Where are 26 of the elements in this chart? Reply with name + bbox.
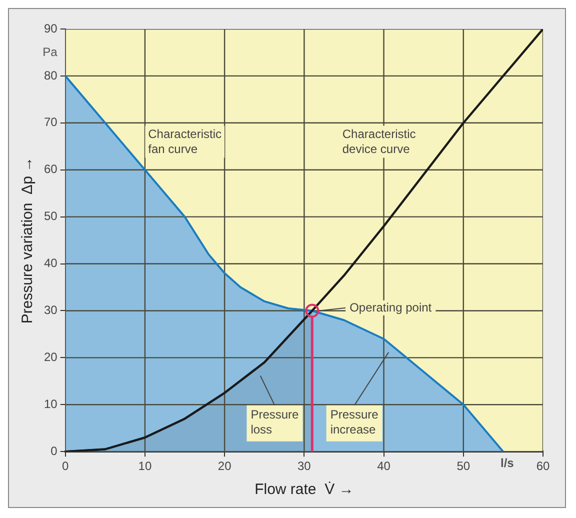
y-axis-title: Pressure variation Δp → xyxy=(19,156,36,324)
annotation: Pressure increase xyxy=(330,408,379,437)
y-tick-label: 50 xyxy=(44,209,58,224)
x-tick-label: 60 xyxy=(536,459,550,474)
text: l/s xyxy=(500,456,514,470)
y-tick-label: 80 xyxy=(44,68,58,82)
annotation: Pressure loss xyxy=(250,408,300,437)
x-tick-label: 40 xyxy=(377,459,391,474)
x-axis-title: Flow rate V̇ → xyxy=(254,480,354,498)
y-tick-label: 20 xyxy=(44,350,58,364)
y-tick-label: 10 xyxy=(44,396,58,411)
annotation: Operating point xyxy=(350,300,432,315)
x-tick-label: 0 xyxy=(62,459,70,474)
x-tick-label: 30 xyxy=(297,459,312,474)
x-tick-label: 50 xyxy=(456,459,470,474)
y-tick-label: 0 xyxy=(50,444,58,458)
text: Pa xyxy=(42,44,58,59)
y-tick-label: 40 xyxy=(44,256,58,270)
y-tick-label: 60 xyxy=(44,162,58,176)
x-tick-label: 10 xyxy=(138,459,152,474)
y-tick-label: 30 xyxy=(44,303,58,318)
y-tick-label: 90 xyxy=(44,21,58,36)
x-tick-label: 20 xyxy=(218,459,232,474)
y-tick-label: 70 xyxy=(44,115,58,130)
series-label: Characteristic fan curve xyxy=(148,127,222,156)
series-label: Characteristic device curve xyxy=(342,127,416,156)
